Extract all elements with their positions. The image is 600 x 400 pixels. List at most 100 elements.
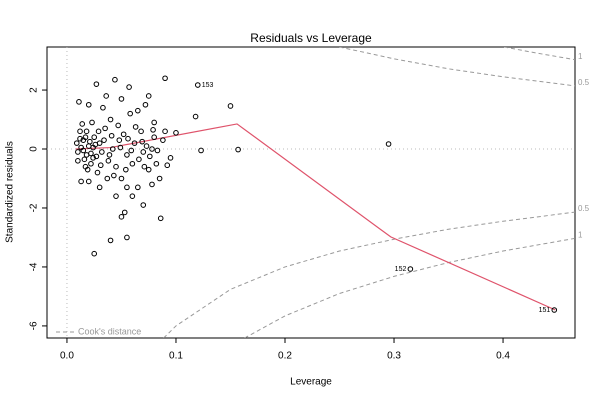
point <box>154 147 161 154</box>
point <box>124 234 130 241</box>
point <box>101 137 107 143</box>
point <box>139 138 145 145</box>
point <box>145 166 152 173</box>
point <box>126 84 132 90</box>
point <box>93 81 100 87</box>
cook-level-label: 1 <box>578 230 583 239</box>
point <box>127 110 133 117</box>
point <box>91 250 98 257</box>
point <box>142 101 149 108</box>
point <box>82 163 89 170</box>
legend-label: Cook's distance <box>78 326 141 336</box>
point <box>104 175 111 182</box>
cook-curve <box>504 47 575 61</box>
point <box>88 160 94 167</box>
point <box>198 147 204 154</box>
point <box>103 93 109 99</box>
point <box>115 122 121 129</box>
point <box>75 158 81 164</box>
point <box>87 138 93 145</box>
point <box>153 160 160 167</box>
point <box>138 128 144 135</box>
point-label: 152 <box>395 266 407 273</box>
point <box>162 75 168 82</box>
point <box>83 128 90 135</box>
cook-level-label: 0.5 <box>578 78 590 87</box>
point <box>121 209 128 216</box>
point <box>140 149 147 155</box>
point <box>78 178 84 185</box>
point <box>167 155 174 161</box>
point <box>173 129 179 136</box>
point <box>123 166 129 173</box>
point <box>136 156 142 163</box>
point <box>131 140 138 146</box>
point <box>116 137 123 143</box>
point <box>117 144 124 151</box>
point <box>90 144 96 151</box>
cook-curve <box>163 211 575 338</box>
point <box>85 101 92 108</box>
point <box>162 128 168 135</box>
chart-title: Residuals vs Leverage <box>250 31 372 45</box>
point <box>143 143 150 149</box>
cook-curve <box>339 47 575 87</box>
point <box>145 93 152 99</box>
point <box>89 119 95 126</box>
point-label: 153 <box>202 82 214 89</box>
point <box>96 184 103 191</box>
cook-level-label: 1 <box>578 52 583 61</box>
point <box>156 175 163 182</box>
x-tick-label: 0.0 <box>60 351 74 362</box>
point <box>82 134 89 141</box>
point <box>135 107 141 114</box>
point <box>118 175 125 182</box>
x-axis-label: Leverage <box>290 377 332 388</box>
point <box>100 104 106 111</box>
point <box>107 116 114 123</box>
plot-frame <box>46 46 576 339</box>
y-tick-label: -6 <box>29 321 40 330</box>
point <box>150 127 156 133</box>
point <box>97 162 104 169</box>
point <box>149 181 155 188</box>
point <box>105 158 112 164</box>
point <box>77 135 83 142</box>
point <box>149 146 155 152</box>
point <box>102 125 108 132</box>
plot-area <box>47 47 575 338</box>
point <box>141 163 148 170</box>
point <box>99 149 105 155</box>
point <box>76 99 82 105</box>
point <box>81 156 88 163</box>
cook-level-label: 0.5 <box>578 204 590 213</box>
y-tick-label: -4 <box>29 262 40 271</box>
point <box>90 155 96 161</box>
y-tick-label: -2 <box>29 203 40 212</box>
point <box>93 153 100 160</box>
point <box>109 146 116 152</box>
point <box>132 124 139 130</box>
point <box>118 214 125 220</box>
x-tick-label: 0.2 <box>278 351 292 362</box>
point <box>129 160 136 167</box>
y-axis-label: Standardized residuals <box>5 141 16 243</box>
point <box>73 140 80 146</box>
smooth-line <box>75 123 556 311</box>
point <box>128 147 135 154</box>
point-label: 151 <box>539 307 551 314</box>
point <box>151 134 157 141</box>
x-tick-label: 0.1 <box>169 351 183 362</box>
point <box>235 146 241 153</box>
point <box>227 103 234 109</box>
point <box>107 237 114 244</box>
point <box>147 153 153 160</box>
x-tick-label: 0.4 <box>496 351 510 362</box>
point <box>160 137 166 143</box>
point <box>194 82 201 88</box>
point <box>94 169 101 176</box>
point <box>80 147 87 154</box>
point <box>95 128 102 135</box>
cook-curve <box>244 237 575 338</box>
